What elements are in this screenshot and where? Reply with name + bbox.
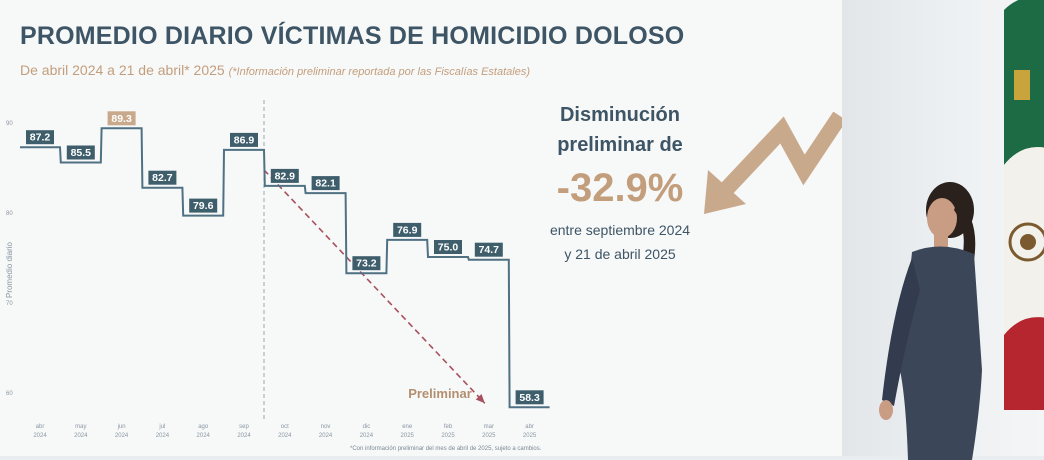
data-label-text: 74.7 [479, 244, 500, 256]
chart-subtitle: De abril 2024 a 21 de abril* 2025 (*Info… [20, 62, 530, 78]
data-label-box [515, 390, 544, 405]
trend-arrow [263, 169, 486, 404]
x-tick-month: dic [363, 424, 371, 430]
subtitle-range: De abril 2024 a 21 de abril* 2025 [20, 62, 225, 78]
callout-percent: -32.9% [556, 166, 684, 210]
data-label: 58.3 [515, 390, 544, 405]
reduction-callout: Disminución preliminar de -32.9% entre s… [520, 100, 720, 264]
x-tick-year: 2025 [523, 433, 537, 439]
data-label-text: 58.3 [519, 392, 540, 404]
x-tick-year: 2024 [156, 433, 170, 439]
data-label-box [148, 170, 177, 185]
x-tick-month: ago [198, 424, 209, 430]
x-tick-month: nov [321, 424, 331, 430]
data-label-box [26, 130, 54, 145]
data-label-text: 75.0 [438, 242, 459, 254]
x-tick-year: 2024 [319, 433, 333, 439]
y-axis-label: Promedio diario [5, 241, 14, 298]
data-label-text: 85.5 [71, 147, 92, 159]
x-tick-year: 2024 [360, 433, 374, 439]
data-label-text: 73.2 [356, 258, 377, 270]
x-axis-ticks: abr 2024 may 2024 jun 2024 jul 2024 ago 2024 sep 20… [33, 424, 537, 439]
x-tick-year: 2024 [33, 433, 47, 439]
y-tick-label: 60 [6, 391, 13, 397]
data-label-text: 87.2 [30, 132, 51, 144]
data-label-box [434, 240, 462, 254]
data-label-text: 79.6 [193, 200, 214, 212]
data-label: 76.9 [393, 222, 422, 237]
x-tick-month: jul [158, 424, 165, 430]
data-label-box [66, 145, 95, 160]
y-tick-label: 80 [6, 211, 13, 217]
x-tick-month: feb [444, 424, 453, 430]
y-tick-label: 70 [6, 301, 13, 307]
mexican-flag-icon [1004, 0, 1044, 410]
y-tick-label: 90 [6, 121, 13, 127]
callout-line3: entre septiembre 2024 [549, 222, 691, 238]
data-label-box [107, 111, 136, 126]
x-tick-month: oct [281, 424, 289, 430]
data-labels: 87.2 85.5 89.3 82.7 79.6 86.9 82.9 82.1 73.2 76.9… [26, 111, 544, 405]
data-label: 89.3 [107, 111, 136, 126]
data-label: 82.7 [148, 170, 177, 185]
presentation-screen: PROMEDIO DIARIO VÍCTIMAS DE HOMICIDIO DO… [0, 0, 842, 456]
data-label: 75.0 [434, 240, 462, 254]
x-tick-year: 2024 [74, 433, 88, 439]
data-label-text: 89.3 [111, 113, 132, 125]
data-label: 73.2 [352, 256, 381, 271]
data-label: 82.1 [311, 176, 340, 191]
data-label-box [311, 176, 340, 191]
step-chart: Promedio diario 90 80 70 60 abr 2024 may 2024 j… [5, 100, 550, 439]
callout-line1: Disminución [559, 104, 680, 126]
data-label-box [474, 242, 503, 257]
down-arrow-icon [704, 112, 842, 214]
callout-line2: preliminar de [557, 134, 683, 156]
data-label: 79.6 [189, 198, 218, 213]
data-label-text: 82.1 [315, 178, 336, 190]
series-step-line [20, 127, 550, 409]
data-label: 82.9 [270, 168, 299, 183]
data-label-text: 86.9 [234, 134, 255, 146]
subtitle-note: (*Información preliminar reportada por l… [228, 66, 530, 78]
trend-arrow-head [475, 394, 485, 404]
x-tick-year: 2024 [278, 433, 292, 439]
x-tick-month: abr [525, 424, 534, 430]
y-axis-ticks: 90 80 70 60 [6, 121, 13, 397]
data-label: 87.2 [26, 130, 54, 145]
x-tick-year: 2024 [237, 433, 251, 439]
presenter-figure [879, 182, 982, 460]
footnote: *Con información preliminar del mes de a… [350, 446, 542, 452]
data-label-text: 76.9 [397, 224, 418, 236]
data-label-text: 82.9 [275, 170, 296, 182]
data-label-text: 82.7 [152, 172, 173, 184]
x-tick-year: 2024 [197, 433, 211, 439]
x-tick-month: mar [484, 424, 494, 430]
data-label-box [189, 198, 218, 213]
x-tick-month: may [75, 424, 86, 430]
data-label: 85.5 [66, 145, 95, 160]
data-label-box [270, 168, 299, 183]
data-label-box [352, 256, 381, 271]
data-label-box [230, 132, 258, 147]
x-tick-year: 2025 [401, 433, 415, 439]
x-tick-month: jun [117, 424, 126, 430]
x-tick-year: 2025 [482, 433, 496, 439]
x-tick-month: abr [36, 424, 45, 430]
x-tick-month: ene [402, 424, 413, 430]
x-tick-year: 2024 [115, 433, 129, 439]
chart-title: PROMEDIO DIARIO VÍCTIMAS DE HOMICIDIO DO… [20, 22, 685, 50]
data-label: 86.9 [230, 132, 258, 147]
x-tick-year: 2025 [441, 433, 455, 439]
callout-line4: y 21 de abril 2025 [564, 246, 676, 262]
trend-annotation: Preliminar [408, 386, 472, 401]
data-label-box [393, 222, 422, 237]
presenter-area [842, 0, 1044, 460]
data-label: 74.7 [474, 242, 503, 257]
x-tick-month: sep [239, 424, 249, 430]
